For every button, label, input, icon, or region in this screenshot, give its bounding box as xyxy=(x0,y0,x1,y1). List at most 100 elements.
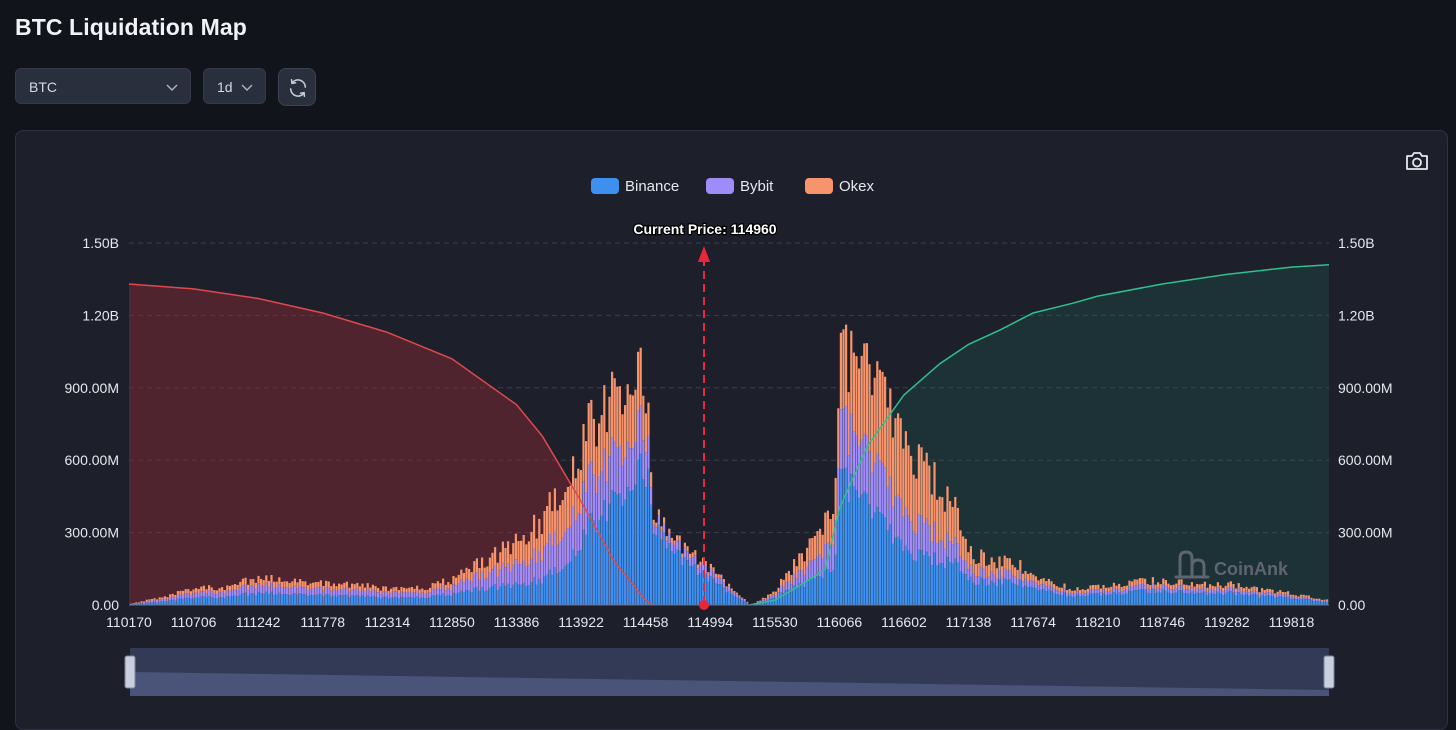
bar-binance xyxy=(920,550,922,605)
bar-binance xyxy=(1087,596,1089,605)
bar-okex xyxy=(437,581,439,587)
bar-okex xyxy=(208,585,210,590)
legend-swatch[interactable] xyxy=(805,178,833,194)
bar-binance xyxy=(840,469,842,605)
x-tick-label: 112850 xyxy=(429,614,475,630)
bar-okex xyxy=(1188,586,1190,590)
bar-binance xyxy=(166,602,168,606)
y-tick-label-right: 600.00M xyxy=(1338,452,1392,468)
y-tick-label-left: 1.50B xyxy=(82,235,119,251)
bar-okex xyxy=(512,543,514,565)
bar-binance xyxy=(606,522,608,605)
bar-okex xyxy=(473,561,475,574)
legend-swatch[interactable] xyxy=(591,178,619,194)
bar-binance xyxy=(447,595,449,605)
bar-binance xyxy=(645,487,647,605)
bar-okex xyxy=(364,588,366,592)
bar-bybit xyxy=(151,601,153,603)
bar-binance xyxy=(1310,601,1312,605)
bar-binance xyxy=(452,593,454,605)
bar-bybit xyxy=(1235,592,1237,595)
bar-okex xyxy=(1201,584,1203,589)
bar-binance xyxy=(616,495,618,605)
bar-bybit xyxy=(1056,590,1058,594)
bar-bybit xyxy=(1191,587,1193,592)
bar-okex xyxy=(458,575,460,584)
bar-bybit xyxy=(302,587,304,594)
bar-okex xyxy=(541,534,543,561)
bar-okex xyxy=(616,387,618,448)
bar-binance xyxy=(343,595,345,605)
bar-okex xyxy=(991,557,993,571)
bar-bybit xyxy=(783,587,785,593)
bar-binance xyxy=(393,597,395,605)
bar-okex xyxy=(257,576,259,583)
bar-okex xyxy=(970,546,972,565)
bar-binance xyxy=(863,491,865,605)
bar-binance xyxy=(731,594,733,605)
bar-binance xyxy=(398,598,400,605)
zoom-slider[interactable] xyxy=(125,648,1334,696)
bar-okex xyxy=(403,588,405,592)
bar-bybit xyxy=(876,454,878,508)
bar-okex xyxy=(564,492,566,532)
bar-bybit xyxy=(915,534,917,562)
legend[interactable]: Binance Bybit Okex xyxy=(591,178,875,195)
legend-item-okex[interactable]: Okex xyxy=(839,178,875,195)
bar-okex xyxy=(1173,585,1175,590)
bar-bybit xyxy=(1001,577,1003,585)
bar-bybit xyxy=(1100,592,1102,595)
bar-okex xyxy=(520,541,522,564)
bar-bybit xyxy=(1108,591,1110,595)
bar-bybit xyxy=(580,514,582,551)
bar-binance xyxy=(255,595,257,605)
bar-binance xyxy=(541,584,543,605)
bar-okex xyxy=(1183,585,1185,590)
bar-binance xyxy=(572,550,574,606)
bar-okex xyxy=(679,536,681,541)
bar-binance xyxy=(593,520,595,605)
bar-binance xyxy=(536,585,538,605)
bar-okex xyxy=(1175,584,1177,589)
bar-okex xyxy=(1243,588,1245,592)
bar-okex xyxy=(1271,590,1273,593)
y-tick-label-right: 1.20B xyxy=(1338,307,1375,323)
bar-okex xyxy=(663,517,665,522)
bar-binance xyxy=(1043,589,1045,605)
bar-bybit xyxy=(338,589,340,595)
bar-binance xyxy=(996,586,998,605)
bar-okex xyxy=(328,582,330,588)
bar-bybit xyxy=(1225,590,1227,594)
bar-bybit xyxy=(1095,589,1097,593)
bar-binance xyxy=(577,551,579,605)
bar-binance xyxy=(1017,586,1019,606)
bar-okex xyxy=(1251,587,1253,591)
bar-bybit xyxy=(634,442,636,485)
bar-okex xyxy=(1019,560,1021,571)
bar-okex xyxy=(712,567,714,571)
bar-bybit xyxy=(309,589,311,595)
bar-binance xyxy=(928,556,930,605)
bar-bybit xyxy=(1066,593,1068,596)
bar-binance xyxy=(697,575,699,605)
bar-binance xyxy=(413,598,415,605)
legend-swatch[interactable] xyxy=(706,178,734,194)
zoom-handle-right[interactable] xyxy=(1324,656,1334,688)
bar-bybit xyxy=(1178,585,1180,590)
bar-bybit xyxy=(289,588,291,595)
bar-binance xyxy=(341,596,343,605)
bar-bybit xyxy=(738,597,740,599)
bar-binance xyxy=(515,582,517,605)
bar-bybit xyxy=(211,592,213,597)
bar-binance xyxy=(1152,589,1154,605)
bar-bybit xyxy=(647,436,649,469)
bar-binance xyxy=(829,572,831,605)
bar-bybit xyxy=(1076,591,1078,595)
legend-item-binance[interactable]: Binance xyxy=(625,178,679,195)
bar-bybit xyxy=(200,591,202,597)
bar-binance xyxy=(276,595,278,606)
legend-item-bybit[interactable]: Bybit xyxy=(740,178,774,195)
zoom-handle-left[interactable] xyxy=(125,656,135,688)
bar-bybit xyxy=(723,582,725,587)
bar-okex xyxy=(913,475,915,532)
